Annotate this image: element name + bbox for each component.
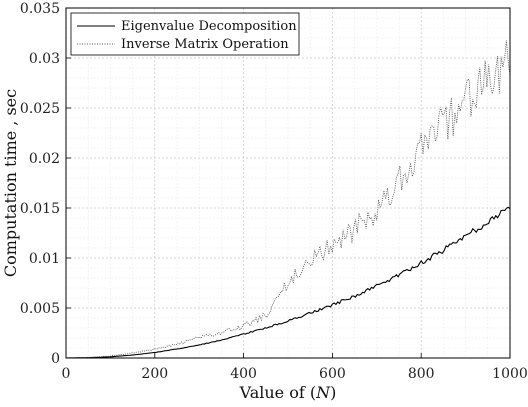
x-tick-label: 0: [62, 366, 71, 382]
y-tick-label: 0.01: [29, 251, 60, 267]
x-tick-label: 800: [408, 366, 435, 382]
x-tick-label: 600: [319, 366, 346, 382]
y-tick-label: 0.005: [20, 301, 60, 317]
legend-label-inverse: Inverse Matrix Operation: [121, 37, 289, 52]
y-tick-label: 0.025: [20, 101, 60, 117]
plot-frame: [65, 7, 511, 359]
x-tick-label: 1000: [492, 366, 528, 382]
series-layer: [65, 40, 511, 359]
x-tick-label: 400: [230, 366, 257, 382]
y-tick-label: 0: [51, 351, 60, 367]
y-tick-label: 0.035: [20, 1, 60, 17]
y-tick-label: 0.015: [20, 201, 60, 217]
legend: Eigenvalue Decomposition Inverse Matrix …: [70, 12, 300, 56]
y-tick-label: 0.03: [29, 51, 60, 67]
y-tick-label: 0.02: [29, 151, 60, 167]
grid: [65, 7, 511, 359]
ticks: 0 200 400 600 800 1000 0 0.005 0.01 0.015 0.02 0.02…: [20, 1, 528, 382]
x-axis-label: Value of (N): [239, 383, 337, 402]
legend-box: [70, 12, 300, 56]
x-tick-label: 200: [141, 366, 168, 382]
legend-label-eigenvalue: Eigenvalue Decomposition: [121, 19, 297, 34]
series-inverse-line: [65, 40, 511, 359]
y-axis-label: Computation time , sec: [1, 89, 20, 277]
series-eigenvalue-line: [65, 206, 511, 359]
